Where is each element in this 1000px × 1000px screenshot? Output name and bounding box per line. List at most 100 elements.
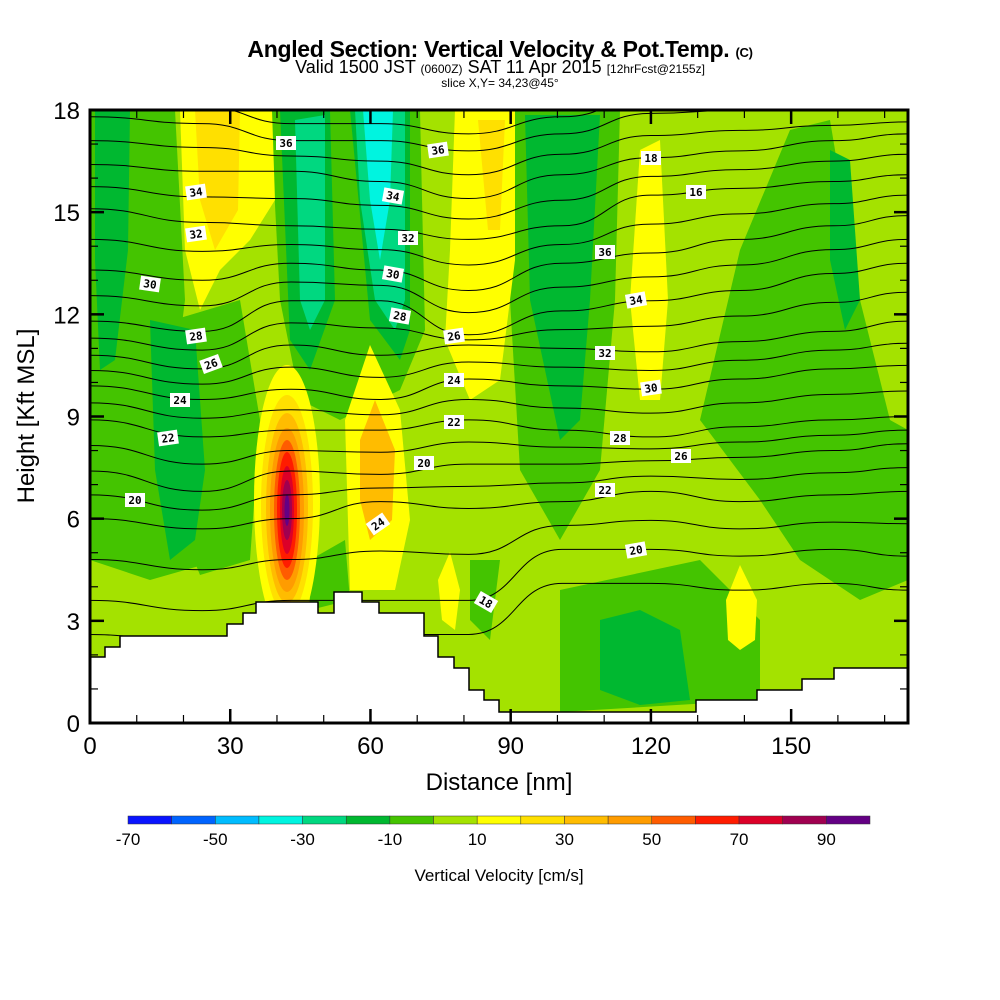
isentrope-29	[90, 238, 908, 314]
x-tick-label: 0	[83, 733, 96, 760]
isentrope-27	[90, 291, 908, 351]
y-tick-label: 12	[53, 302, 80, 329]
colorbar-tick-label: 70	[730, 830, 749, 849]
isentrope-20	[90, 443, 908, 492]
colorbar-tick-label: -30	[290, 830, 315, 849]
contour-label: 24	[365, 512, 391, 536]
contour-label: 26	[199, 354, 223, 374]
isentrope-28	[90, 262, 908, 336]
isentrope-33	[90, 153, 908, 220]
svg-text:26: 26	[674, 450, 688, 463]
weak-updraft-region	[438, 552, 460, 630]
svg-text:22: 22	[598, 484, 611, 497]
slice-info: slice X,Y= 34,23@45°	[441, 76, 559, 90]
colorbar-swatch	[302, 815, 347, 825]
svg-text:24: 24	[447, 374, 461, 387]
colorbar-swatch	[215, 815, 260, 825]
colorbar-swatch	[782, 815, 827, 825]
vertical-velocity-field: 36 34 32 30 28 26 24 22 20 36 34 32 30 28 26 24 22 20 18 16…	[90, 110, 908, 723]
svg-text:18: 18	[644, 152, 657, 165]
downdraft-region	[830, 150, 860, 330]
colorbar-tick-label: 90	[817, 830, 836, 849]
isentrope-32	[90, 174, 908, 240]
svg-text:28: 28	[613, 432, 626, 445]
contour-label: 22	[157, 429, 179, 447]
terrain	[90, 591, 908, 723]
y-tick-label: 0	[67, 711, 80, 738]
y-axis-label: Height [Kft MSL]	[13, 329, 40, 504]
contour-label: 28	[185, 327, 207, 345]
x-tick-label: 60	[357, 733, 384, 760]
contour-label: 22	[595, 483, 615, 497]
chart-title: Angled Section: Vertical Velocity & Pot.…	[247, 36, 753, 62]
colorbar-tick-label: -50	[203, 830, 228, 849]
svg-text:16: 16	[689, 186, 703, 199]
isentrope-31	[90, 194, 908, 266]
colorbar-swatch	[171, 815, 216, 825]
isentrope-21	[90, 429, 908, 465]
svg-text:18: 18	[477, 593, 495, 611]
colorbar-swatch	[564, 815, 609, 825]
contour-label: 24	[170, 393, 190, 407]
colorbar-tick-label: -10	[378, 830, 403, 849]
isentrope-34	[90, 133, 908, 200]
contour-label: 18	[473, 590, 499, 614]
isentrope-19	[90, 467, 908, 511]
colorbar-swatch	[607, 815, 653, 825]
colorbar-swatch	[433, 815, 478, 825]
svg-text:22: 22	[447, 416, 460, 429]
contour-label: 36	[427, 141, 449, 159]
contour-label: 34	[624, 291, 648, 309]
svg-text:34: 34	[189, 185, 204, 200]
contour-label: 20	[624, 541, 648, 559]
svg-text:26: 26	[203, 356, 220, 373]
isentrope-30	[90, 215, 908, 291]
svg-text:20: 20	[128, 494, 141, 507]
contour-label: 36	[595, 245, 615, 259]
colorbar-label: Vertical Velocity [cm/s]	[414, 866, 583, 885]
contour-label: 32	[398, 231, 418, 245]
colorbar-tick-label: -70	[116, 830, 141, 849]
strong-downdraft-region	[363, 110, 393, 260]
x-tick-label: 30	[217, 733, 244, 760]
contour-label: 32	[595, 346, 615, 360]
contour-label: 18	[641, 151, 661, 165]
svg-text:32: 32	[401, 232, 414, 245]
svg-text:30: 30	[644, 381, 659, 396]
colorbar-swatch	[520, 815, 565, 825]
colorbar-swatch	[127, 815, 172, 825]
isentrope-25	[90, 342, 908, 385]
x-tick-label: 150	[771, 733, 811, 760]
weak-updraft-region	[630, 140, 668, 400]
svg-text:20: 20	[628, 543, 643, 558]
contour-label: 16	[686, 185, 706, 199]
colorbar-swatch	[258, 815, 303, 825]
isentrope-36	[90, 110, 908, 152]
isentrope-37	[229, 110, 601, 135]
contour-label: 30	[139, 275, 161, 293]
moderate-downdraft-region	[295, 115, 325, 330]
valid-time: Valid 1500 JST (0600Z) SAT 11 Apr 2015 […	[295, 57, 705, 77]
x-axis-label: Distance [nm]	[426, 769, 573, 796]
colorbar-swatch	[651, 815, 696, 825]
weak-downdraft-region	[700, 120, 908, 600]
y-tick-label: 15	[53, 200, 80, 227]
svg-text:36: 36	[598, 246, 612, 259]
isentrope-23	[90, 390, 908, 419]
contour-label: 30	[381, 265, 405, 283]
updraft-core	[284, 494, 290, 526]
svg-text:34: 34	[628, 293, 644, 308]
isentrope-24	[90, 364, 908, 400]
contour-label: 20	[414, 456, 434, 470]
contour-label: 34	[185, 183, 207, 201]
y-tick-label: 9	[67, 405, 80, 432]
title-mark: (C)	[735, 45, 753, 60]
contour-label: 26	[671, 449, 691, 463]
colorbar-swatch	[476, 815, 522, 825]
svg-text:36: 36	[431, 143, 446, 158]
colorbar-swatch	[389, 815, 434, 825]
svg-text:28: 28	[392, 309, 407, 324]
isentrope-18	[90, 490, 908, 530]
